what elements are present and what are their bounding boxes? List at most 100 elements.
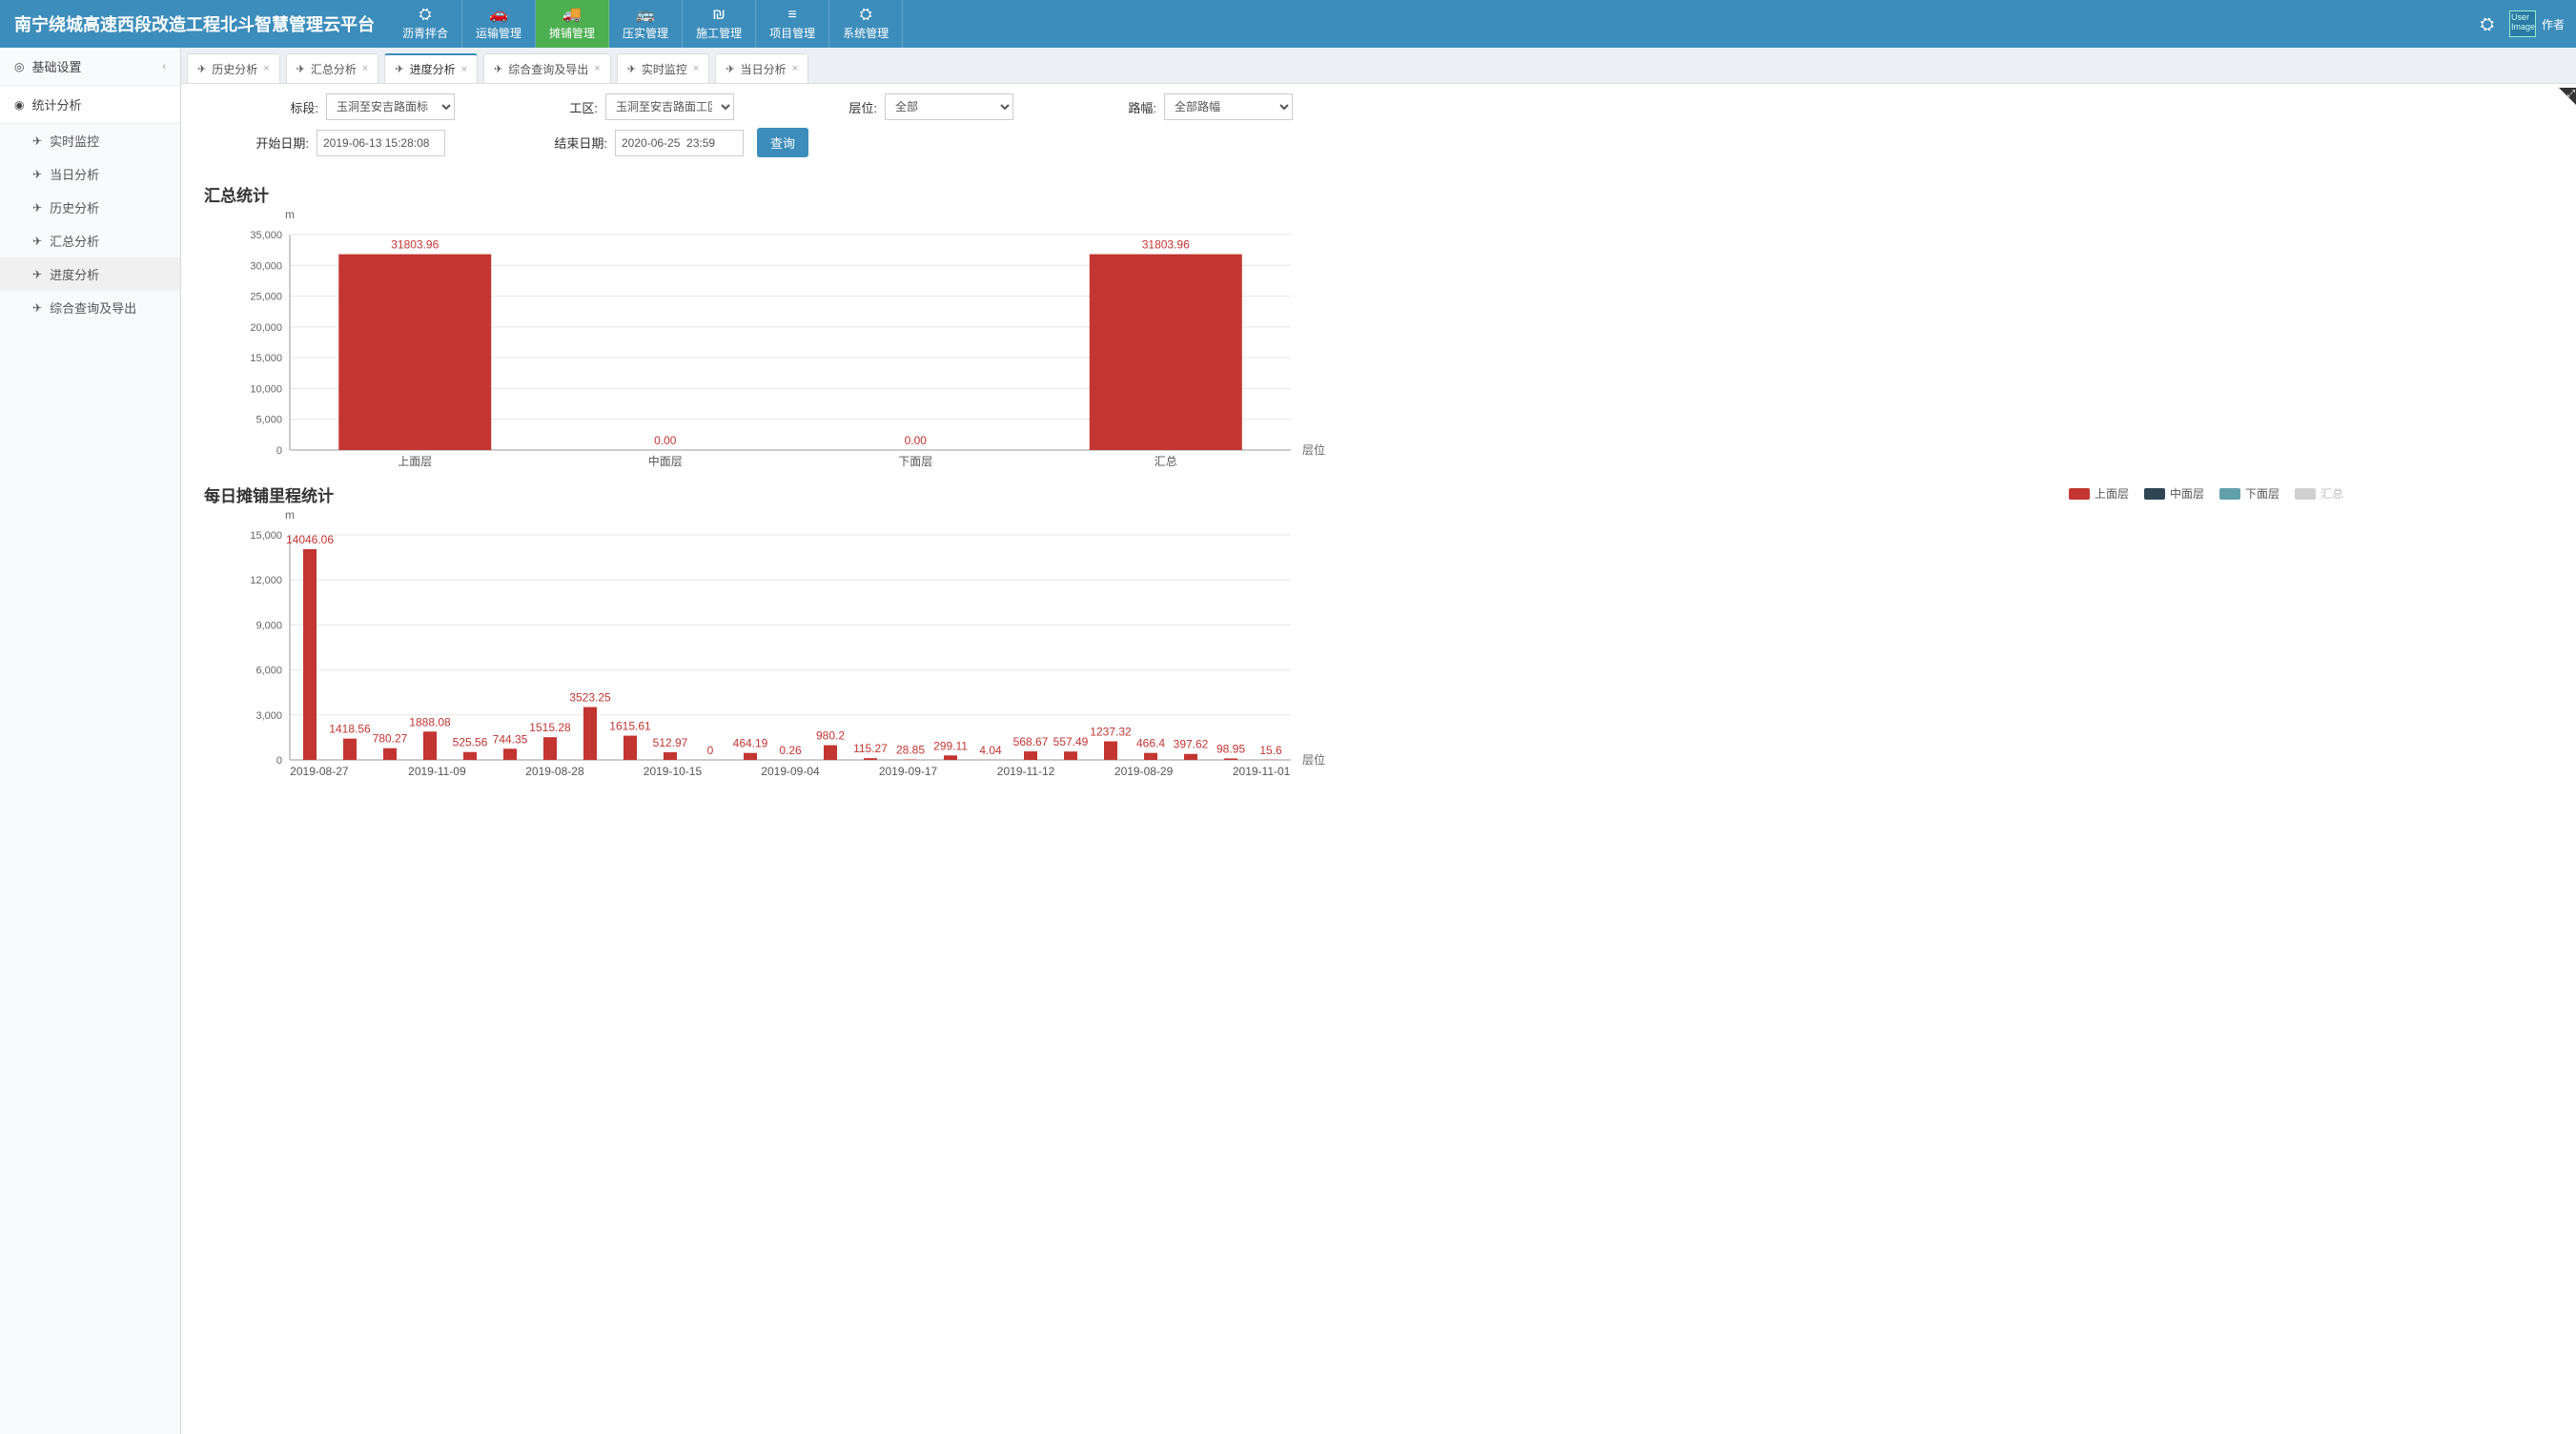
close-icon[interactable]: ×	[263, 63, 269, 74]
tab-label: 进度分析	[410, 61, 456, 77]
sidebar-item[interactable]: ✈历史分析	[0, 191, 180, 224]
filter-select[interactable]: 全部	[885, 93, 1013, 120]
filter-label: 结束日期:	[531, 133, 607, 152]
sidebar-group[interactable]: ◉统计分析	[0, 86, 180, 124]
tab[interactable]: ✈进度分析×	[384, 53, 478, 83]
svg-text:2019-10-15: 2019-10-15	[644, 765, 703, 778]
sidebar: ◎基础设置‹◉统计分析✈实时监控✈当日分析✈历史分析✈汇总分析✈进度分析✈综合查…	[0, 48, 181, 1434]
sidebar-item-label: 综合查询及导出	[50, 298, 136, 317]
filter-select[interactable]: 全部路幅	[1164, 93, 1293, 120]
svg-text:397.62: 397.62	[1174, 738, 1209, 751]
close-icon[interactable]: ×	[461, 64, 467, 75]
svg-text:1237.32: 1237.32	[1090, 726, 1132, 739]
top-nav-item[interactable]: ⛭系统管理	[829, 0, 903, 48]
tab[interactable]: ✈汇总分析×	[286, 53, 379, 83]
svg-text:525.56: 525.56	[453, 736, 488, 749]
legend-item[interactable]: 下面层	[2219, 485, 2280, 502]
paper-plane-icon: ✈	[494, 63, 502, 75]
sidebar-group[interactable]: ◎基础设置‹	[0, 48, 180, 86]
svg-text:2019-08-27: 2019-08-27	[290, 765, 349, 778]
tab[interactable]: ✈实时监控×	[617, 53, 710, 83]
sidebar-item[interactable]: ✈汇总分析	[0, 224, 180, 257]
nav-icon: 🚌	[636, 8, 655, 23]
top-nav-item[interactable]: 🚗 运输管理	[462, 0, 536, 48]
svg-text:115.27: 115.27	[853, 742, 888, 755]
filter-row: 标段:玉洞至安吉路面标工区:玉洞至安吉路面工区层位:全部路幅:全部路幅	[204, 93, 2553, 120]
group-icon: ◎	[14, 60, 24, 73]
sidebar-item[interactable]: ✈综合查询及导出	[0, 291, 180, 324]
svg-text:568.67: 568.67	[1013, 735, 1049, 748]
settings-icon[interactable]: ⛭	[2481, 14, 2494, 34]
filter-item: 开始日期:	[233, 130, 445, 156]
sidebar-item[interactable]: ✈当日分析	[0, 157, 180, 191]
svg-text:3,000: 3,000	[256, 710, 282, 722]
svg-text:980.2: 980.2	[816, 729, 845, 743]
close-icon[interactable]: ×	[362, 63, 368, 74]
svg-text:557.49: 557.49	[1053, 735, 1089, 748]
chevron-icon: ‹	[162, 61, 166, 72]
legend-swatch	[2144, 488, 2165, 500]
legend-item[interactable]: 上面层	[2069, 485, 2129, 502]
svg-text:2019-11-12: 2019-11-12	[997, 765, 1055, 778]
filter-item: 标段: 玉洞至安吉路面标	[261, 93, 455, 120]
legend-item[interactable]: 中面层	[2144, 485, 2204, 502]
top-nav-item[interactable]: ₪施工管理	[683, 0, 756, 48]
svg-text:1615.61: 1615.61	[609, 720, 651, 733]
close-icon[interactable]: ×	[594, 63, 600, 74]
filter-item: 路幅:全部路幅	[1099, 93, 1293, 120]
top-nav: ⛭沥青拌合 🚗 运输管理 🚚摊铺管理🚌压实管理₪施工管理≡项目管理⛭系统管理	[389, 0, 903, 48]
svg-text:0.00: 0.00	[905, 434, 928, 447]
svg-text:层位: 层位	[1302, 752, 1325, 767]
svg-text:中面层: 中面层	[648, 454, 683, 468]
filter-select[interactable]: 玉洞至安吉路面工区	[605, 93, 734, 120]
sidebar-item-label: 实时监控	[50, 132, 99, 150]
nav-icon: 🚗	[489, 8, 508, 23]
paper-plane-icon: ✈	[32, 235, 42, 248]
close-icon[interactable]: ×	[792, 63, 798, 74]
filter-select[interactable]: 玉洞至安吉路面标	[326, 93, 455, 120]
svg-text:9,000: 9,000	[256, 620, 282, 631]
svg-text:466.4: 466.4	[1136, 737, 1165, 750]
tab[interactable]: ✈综合查询及导出×	[483, 53, 611, 83]
top-nav-item[interactable]: ≡项目管理	[756, 0, 829, 48]
tab[interactable]: ✈历史分析×	[187, 53, 280, 83]
expand-icon[interactable]	[2559, 88, 2576, 105]
legend-label: 汇总	[2320, 485, 2343, 502]
svg-text:31803.96: 31803.96	[391, 238, 439, 252]
svg-text:15.6: 15.6	[1259, 744, 1282, 757]
nav-label: 运输管理	[476, 25, 521, 41]
top-nav-item[interactable]: 🚚摊铺管理	[536, 0, 609, 48]
tabs-bar: ✈历史分析×✈汇总分析×✈进度分析×✈综合查询及导出×✈实时监控×✈当日分析×	[181, 48, 2576, 83]
svg-text:0: 0	[707, 744, 714, 757]
legend-label: 下面层	[2245, 485, 2280, 502]
svg-text:98.95: 98.95	[1216, 742, 1245, 755]
content: ✈历史分析×✈汇总分析×✈进度分析×✈综合查询及导出×✈实时监控×✈当日分析× …	[181, 48, 2576, 1434]
nav-label: 沥青拌合	[402, 25, 448, 41]
sidebar-item-label: 当日分析	[50, 165, 99, 183]
close-icon[interactable]: ×	[693, 63, 699, 74]
legend-label: 上面层	[2095, 485, 2129, 502]
svg-text:1418.56: 1418.56	[329, 723, 371, 736]
sidebar-item[interactable]: ✈进度分析	[0, 257, 180, 291]
svg-text:15,000: 15,000	[250, 353, 282, 364]
legend-item[interactable]: 汇总	[2295, 485, 2343, 502]
sidebar-item[interactable]: ✈实时监控	[0, 124, 180, 157]
header-right: ⛭ User Image 作者	[2469, 0, 2576, 48]
top-nav-item[interactable]: 🚌压实管理	[609, 0, 683, 48]
tab[interactable]: ✈当日分析×	[715, 53, 808, 83]
sidebar-item-label: 历史分析	[50, 198, 99, 216]
legend-swatch	[2219, 488, 2240, 500]
svg-text:下面层: 下面层	[898, 455, 932, 468]
filter-input[interactable]	[615, 130, 744, 156]
nav-label: 摊铺管理	[549, 25, 595, 41]
paper-plane-icon: ✈	[726, 63, 734, 75]
query-button[interactable]: 查询	[757, 128, 808, 157]
group-label: 统计分析	[31, 95, 81, 113]
legend-label: 中面层	[2170, 485, 2204, 502]
filter-label: 标段:	[261, 98, 318, 116]
filter-item: 层位:全部	[820, 93, 1013, 120]
user-block[interactable]: User Image 作者	[2509, 10, 2565, 37]
svg-text:0.00: 0.00	[654, 434, 677, 447]
filter-input[interactable]	[317, 130, 445, 156]
top-nav-item[interactable]: ⛭沥青拌合	[389, 0, 462, 48]
